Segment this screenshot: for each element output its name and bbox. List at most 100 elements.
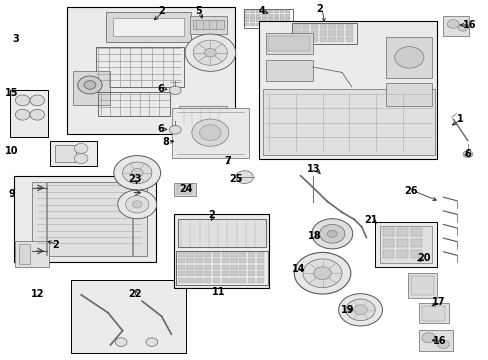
Text: 6: 6 [157, 124, 163, 134]
Bar [410, 239, 421, 247]
Bar [256, 252, 264, 257]
Bar [177, 219, 266, 247]
Bar [310, 24, 318, 30]
Circle shape [204, 48, 216, 57]
Bar [239, 271, 246, 276]
Text: 11: 11 [212, 287, 225, 297]
Bar [212, 271, 220, 276]
Bar [212, 265, 220, 270]
Bar [263, 89, 434, 155]
Circle shape [84, 81, 96, 89]
Bar [244, 23, 249, 26]
Bar [230, 258, 237, 263]
Text: 20: 20 [416, 253, 430, 263]
Bar [247, 258, 255, 263]
Bar [221, 252, 228, 257]
Circle shape [115, 338, 127, 346]
Bar [262, 14, 266, 18]
Bar [203, 252, 211, 257]
Bar [396, 228, 407, 236]
Bar [250, 23, 255, 26]
Circle shape [319, 225, 344, 243]
Text: 8: 8 [162, 138, 168, 147]
Bar [328, 37, 335, 42]
Bar [256, 278, 264, 283]
Bar [244, 18, 249, 22]
Circle shape [345, 299, 374, 320]
Bar [221, 265, 228, 270]
Bar [310, 37, 318, 42]
Circle shape [15, 109, 30, 120]
Bar [176, 251, 267, 285]
Bar [96, 46, 183, 87]
Bar [383, 239, 393, 247]
Bar [410, 250, 421, 258]
Bar [256, 18, 261, 22]
Circle shape [74, 143, 88, 153]
Bar [32, 182, 147, 256]
Bar [243, 9, 293, 28]
Bar [239, 252, 246, 257]
Bar [15, 241, 49, 267]
Bar [262, 23, 266, 26]
Text: 16: 16 [432, 336, 446, 346]
Bar [256, 10, 261, 13]
Bar [256, 258, 264, 263]
Bar [195, 265, 202, 270]
Bar [267, 14, 272, 18]
Bar [256, 271, 264, 276]
Bar [177, 252, 184, 257]
Bar [239, 258, 246, 263]
Bar [396, 250, 407, 258]
Bar [203, 258, 211, 263]
Bar [186, 252, 193, 257]
Circle shape [30, 109, 44, 120]
Bar [293, 37, 300, 42]
Text: 21: 21 [364, 215, 377, 225]
Bar [247, 252, 255, 257]
Bar [195, 278, 202, 283]
Circle shape [184, 34, 235, 71]
Text: 16: 16 [462, 20, 475, 30]
Bar [336, 24, 344, 30]
Bar [250, 18, 255, 22]
Bar [186, 278, 193, 283]
Bar [256, 14, 261, 18]
Bar [262, 10, 266, 13]
Bar [285, 18, 290, 22]
Bar [189, 16, 227, 34]
Circle shape [303, 259, 341, 288]
Bar [98, 93, 170, 116]
Text: 18: 18 [308, 231, 322, 240]
Bar [385, 83, 431, 107]
Bar [186, 271, 193, 276]
Text: 2: 2 [316, 4, 323, 14]
Bar [66, 7, 234, 134]
Bar [285, 23, 290, 26]
Bar [247, 278, 255, 283]
Bar [173, 214, 268, 288]
Bar [55, 145, 76, 162]
Bar [379, 226, 431, 263]
Text: 1: 1 [456, 114, 463, 124]
Circle shape [74, 153, 88, 163]
Bar [193, 21, 224, 30]
Text: 4: 4 [258, 6, 264, 17]
Bar [279, 10, 284, 13]
Text: 24: 24 [179, 184, 192, 194]
Bar [177, 278, 184, 283]
Bar [221, 258, 228, 263]
Bar [336, 37, 344, 42]
Text: 25: 25 [228, 174, 242, 184]
Bar [73, 71, 110, 105]
Circle shape [191, 119, 228, 146]
Bar [203, 271, 211, 276]
Circle shape [122, 162, 152, 184]
Bar [273, 10, 278, 13]
Circle shape [394, 46, 423, 68]
Circle shape [327, 230, 336, 237]
Bar [345, 31, 352, 36]
Circle shape [199, 125, 221, 140]
Bar [279, 18, 284, 22]
Bar [212, 258, 220, 263]
